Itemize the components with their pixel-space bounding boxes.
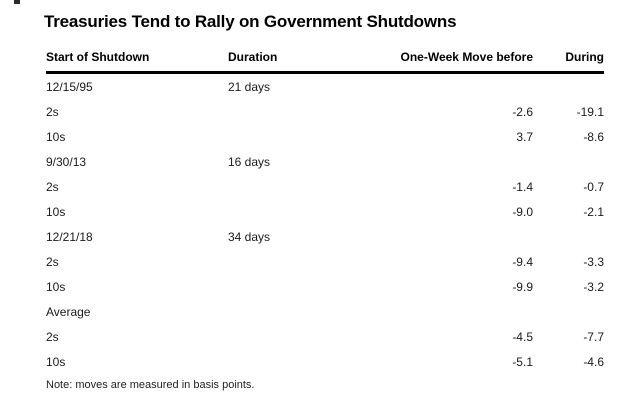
- table-cell-label: 9/30/13: [46, 154, 87, 169]
- footnote: Note: moves are measured in basis points…: [46, 379, 255, 391]
- table-cell-label: 10s: [46, 204, 66, 219]
- table-row: 10s 3.7 -8.6: [46, 124, 604, 149]
- table-cell-label: 10s: [46, 354, 66, 369]
- table-cell-move-during: -0.7: [583, 179, 604, 194]
- table-row: 2s -1.4 -0.7: [46, 174, 604, 199]
- table-cell-label: 2s: [46, 254, 59, 269]
- table-cell-move-during: -3.2: [583, 279, 604, 294]
- table-cell-label: 2s: [46, 329, 59, 344]
- table-cell-move-before: -4.5: [512, 329, 533, 344]
- table-cell-move-before: 3.7: [516, 129, 533, 144]
- column-header-one-week-move-before: One-Week Move before: [400, 50, 533, 64]
- table-cell-move-before: -9.4: [512, 254, 533, 269]
- table-row: Average: [46, 299, 604, 324]
- table-cell-duration: 34 days: [228, 229, 271, 244]
- table-cell-label: 12/21/18: [46, 229, 93, 244]
- column-header-start-of-shutdown: Start of Shutdown: [46, 50, 150, 64]
- table-cell-label: 2s: [46, 104, 59, 119]
- table-cell-label: 10s: [46, 129, 66, 144]
- page-title: Treasuries Tend to Rally on Government S…: [44, 12, 457, 31]
- table-row: 2s -9.4 -3.3: [46, 249, 604, 274]
- top-edge-crop-mark: [14, 0, 20, 4]
- table-cell-label: Average: [46, 304, 91, 319]
- table-cell-move-before: -9.0: [512, 204, 533, 219]
- table-row: 2s -4.5 -7.7: [46, 324, 604, 349]
- table-cell-move-before: -2.6: [512, 104, 533, 119]
- table-cell-move-during: -3.3: [583, 254, 604, 269]
- table-row: 10s -9.0 -2.1: [46, 199, 604, 224]
- table-cell-label: 12/15/95: [46, 79, 93, 94]
- table-cell-move-during: -7.7: [583, 329, 604, 344]
- table-cell-label: 10s: [46, 279, 66, 294]
- column-header-during: During: [565, 50, 604, 64]
- table-cell-duration: 16 days: [228, 154, 271, 169]
- table-cell-move-before: -5.1: [512, 354, 533, 369]
- table-row: 10s -9.9 -3.2: [46, 274, 604, 299]
- table-row: 12/15/95 21 days: [46, 74, 604, 99]
- table-cell-move-during: -19.1: [576, 104, 604, 119]
- table-cell-move-during: -4.6: [583, 354, 604, 369]
- table-cell-label: 2s: [46, 179, 59, 194]
- shutdown-table: Start of Shutdown Duration One-Week Move…: [46, 48, 604, 391]
- table-cell-move-before: -9.9: [512, 279, 533, 294]
- table-body: 12/15/95 21 days 2s -2.6 -19.1 10s 3.7 -…: [46, 74, 604, 374]
- table-row: 9/30/13 16 days: [46, 149, 604, 174]
- table-cell-duration: 21 days: [228, 79, 271, 94]
- column-header-duration: Duration: [228, 50, 278, 64]
- table-cell-move-during: -2.1: [583, 204, 604, 219]
- table-row: 10s -5.1 -4.6: [46, 349, 604, 374]
- table-header-row: Start of Shutdown Duration One-Week Move…: [46, 48, 604, 74]
- table-row: 12/21/18 34 days: [46, 224, 604, 249]
- table-row: 2s -2.6 -19.1: [46, 99, 604, 124]
- table-cell-move-during: -8.6: [583, 129, 604, 144]
- table-cell-move-before: -1.4: [512, 179, 533, 194]
